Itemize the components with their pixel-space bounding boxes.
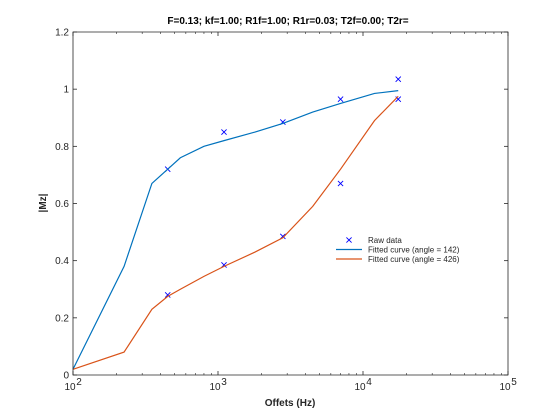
y-tick-label: 0.2 — [55, 313, 69, 324]
legend-label: Fitted curve (angle = 142) — [368, 246, 460, 255]
y-tick-label: 0.8 — [55, 142, 69, 153]
y-tick-label: 0.4 — [55, 256, 69, 267]
data-point-5 — [164, 292, 171, 298]
x-tick-label: 10 — [209, 382, 221, 393]
data-point-1 — [221, 129, 227, 135]
y-tick-label: 0.6 — [55, 199, 69, 210]
y-axis-title: |Mz| — [38, 193, 49, 212]
chart-marks — [72, 76, 402, 370]
chart-title: F=0.13; kf=1.00; R1f=1.00; R1r=0.03; T2f… — [167, 16, 408, 27]
x-tick-exponent: 3 — [221, 377, 227, 388]
axis-ticks: 10 2 10 3 10 4 10 500.20.40.60.811.2 — [55, 28, 517, 394]
legend-label: Fitted curve (angle = 426) — [368, 255, 460, 264]
y-tick-label: 1.2 — [55, 28, 69, 39]
x-tick-label: 10 — [499, 382, 511, 393]
series-line-2 — [72, 95, 399, 370]
data-point-4 — [395, 76, 402, 83]
y-tick-label: 1 — [63, 85, 69, 96]
y-tick-label: 0 — [63, 371, 69, 382]
x-tick-label: 10 — [64, 382, 76, 393]
plot-area — [73, 32, 508, 375]
data-point-3 — [337, 96, 344, 103]
x-tick-exponent: 4 — [366, 377, 372, 388]
legend-label: Raw data — [368, 236, 402, 245]
x-tick-exponent: 2 — [76, 377, 82, 388]
series-line-1 — [72, 90, 399, 370]
x-axis-title: Offets (Hz) — [265, 398, 316, 409]
data-point-8 — [337, 180, 344, 187]
x-tick-exponent: 5 — [511, 377, 517, 388]
x-tick-label: 10 — [354, 382, 366, 393]
legend-swatch-marker — [346, 237, 352, 243]
